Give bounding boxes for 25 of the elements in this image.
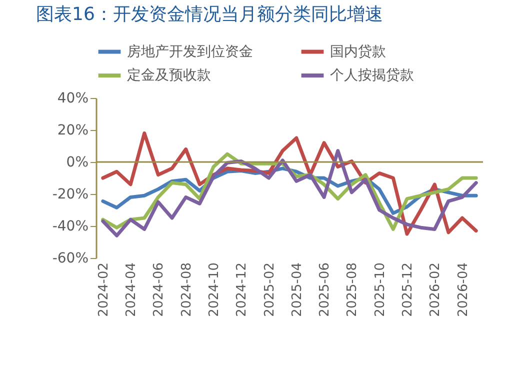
x-tick-label: 2026-02 bbox=[428, 262, 444, 317]
y-tick-label: -20% bbox=[52, 186, 88, 202]
x-tick-label: 2024-08 bbox=[179, 262, 194, 317]
x-tick-label: 2026-04 bbox=[456, 262, 471, 317]
x-tick-label: 2025-06 bbox=[318, 262, 333, 317]
x-tick-label: 2024-04 bbox=[124, 262, 140, 317]
x-tick-label: 2025-04 bbox=[290, 262, 305, 317]
chart-title: 图表16：开发资金情况当月额分类同比增速 bbox=[36, 4, 383, 25]
x-tick-label: 2024-06 bbox=[152, 262, 167, 317]
legend-label: 个人按揭贷款 bbox=[330, 68, 414, 84]
x-tick-label: 2024-02 bbox=[96, 262, 112, 317]
y-tick-label: -40% bbox=[52, 218, 88, 234]
y-tick-label: 0% bbox=[66, 154, 88, 170]
y-tick-label: 40% bbox=[57, 90, 88, 106]
x-tick-label: 2025-02 bbox=[262, 262, 278, 317]
x-tick-label: 2024-12 bbox=[234, 262, 250, 317]
x-tick-label: 2025-12 bbox=[400, 262, 416, 317]
x-tick-label: 2025-10 bbox=[372, 262, 388, 317]
x-tick-label: 2025-08 bbox=[345, 262, 360, 317]
y-tick-label: -60% bbox=[52, 250, 88, 266]
y-tick-label: 20% bbox=[57, 122, 88, 138]
legend-label: 房地产开发到位资金 bbox=[127, 44, 253, 60]
legend-label: 国内贷款 bbox=[330, 44, 386, 60]
x-tick-label: 2024-10 bbox=[206, 262, 222, 317]
legend-label: 定金及预收款 bbox=[127, 68, 211, 84]
